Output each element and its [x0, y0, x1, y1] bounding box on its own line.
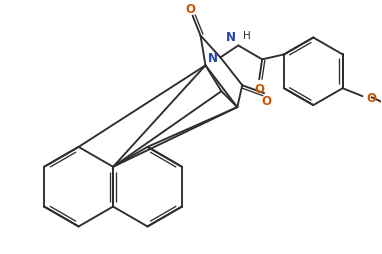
Text: O: O — [261, 94, 271, 107]
Text: O: O — [366, 91, 377, 104]
Text: N: N — [226, 31, 236, 44]
Text: H: H — [243, 31, 251, 41]
Text: O: O — [186, 3, 196, 16]
Text: O: O — [254, 82, 264, 95]
Text: N: N — [207, 52, 217, 65]
